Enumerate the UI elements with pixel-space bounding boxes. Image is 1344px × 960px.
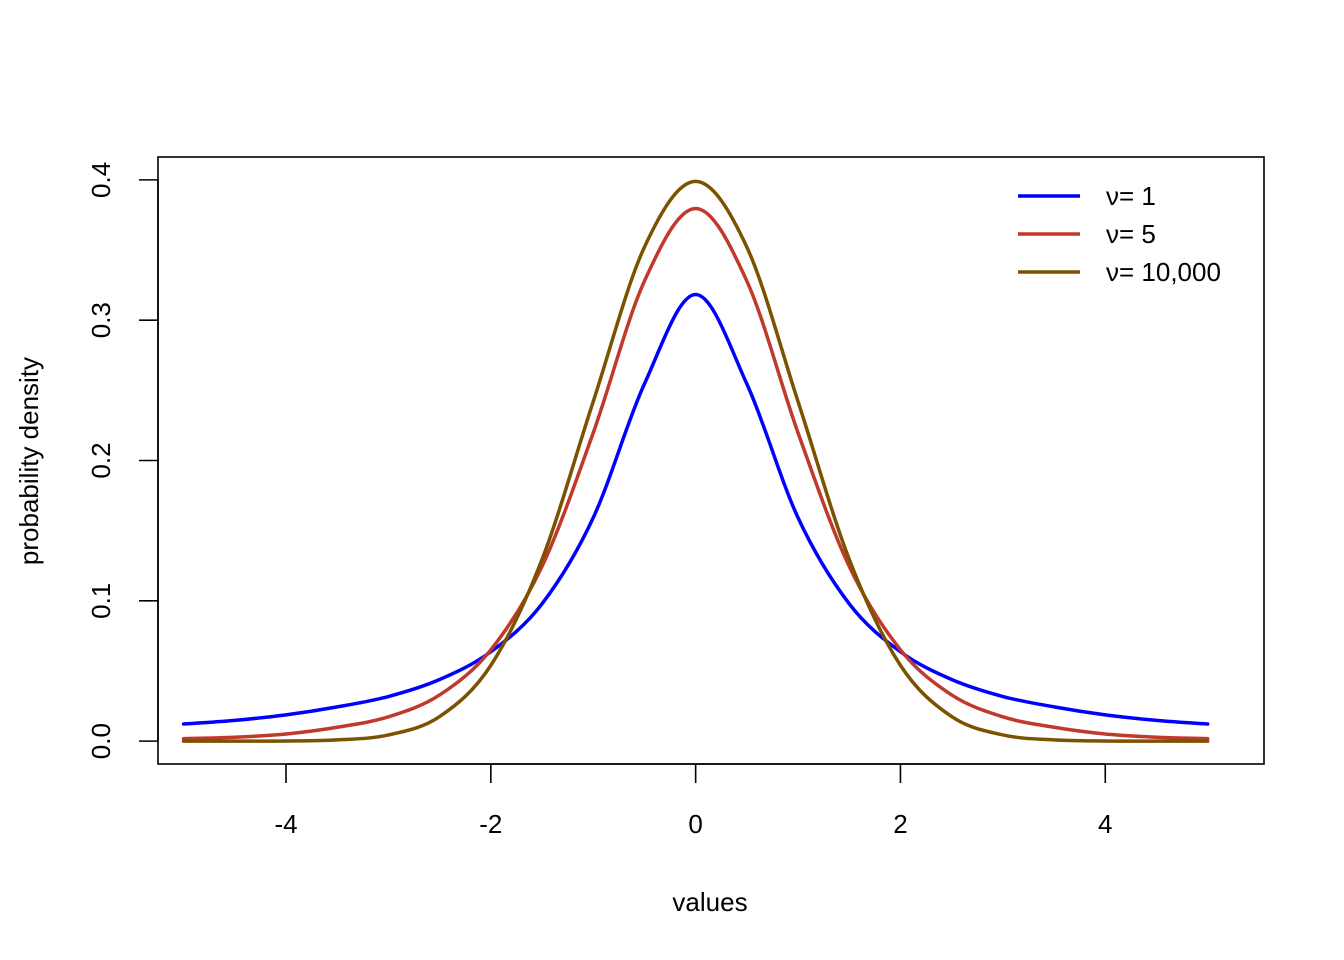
x-tick-label: 0: [688, 809, 702, 839]
x-tick-label: 4: [1098, 809, 1112, 839]
y-axis-title: probability density: [14, 357, 44, 565]
y-axis: 0.0 0.1 0.2 0.3 0.4: [86, 162, 159, 759]
series-line-2: [181, 179, 1210, 743]
legend: ν= 1 ν= 5 ν= 10,000: [1018, 181, 1221, 287]
series-line-1: [181, 206, 1210, 741]
y-tick-label: 0.0: [86, 723, 116, 759]
x-axis-title: values: [672, 887, 747, 917]
series-layer: [181, 179, 1210, 743]
x-tick-label: -4: [274, 809, 297, 839]
y-tick-label: 0.2: [86, 442, 116, 478]
x-axis: -4 -2 0 2 4: [274, 763, 1113, 839]
legend-label-1: ν= 5: [1106, 219, 1156, 249]
y-tick-label: 0.1: [86, 583, 116, 619]
legend-label-2: ν= 10,000: [1106, 257, 1221, 287]
y-tick-label: 0.4: [86, 162, 116, 198]
x-tick-label: -2: [479, 809, 502, 839]
legend-label-0: ν= 1: [1106, 181, 1156, 211]
series-line-0: [181, 292, 1210, 726]
plot-frame: [157, 156, 1265, 765]
y-tick-label: 0.3: [86, 302, 116, 338]
x-tick-label: 2: [893, 809, 907, 839]
